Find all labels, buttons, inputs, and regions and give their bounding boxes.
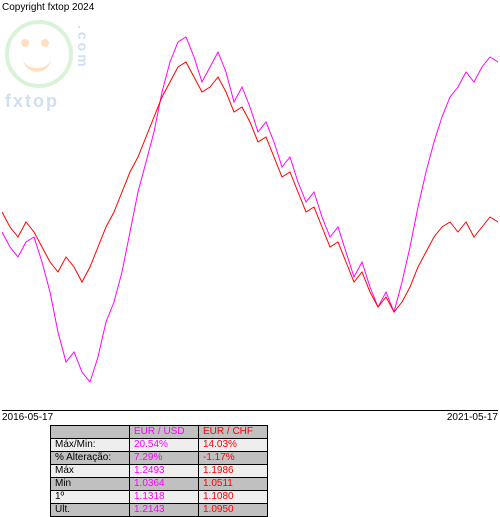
row-value-2: 1.0511: [199, 478, 268, 491]
row-value-1: 1.2143: [130, 504, 199, 517]
table-row: Máx/Min:20.54%14.03%: [51, 439, 268, 452]
row-label: Máx: [51, 465, 130, 478]
table-row: % Alteração:7.29%-1.17%: [51, 452, 268, 465]
x-axis-start: 2016-05-17: [2, 412, 53, 423]
table-row: Últ.1.21431.0950: [51, 504, 268, 517]
row-label: Min: [51, 478, 130, 491]
row-label: Últ.: [51, 504, 130, 517]
row-value-1: 7.29%: [130, 452, 199, 465]
row-value-2: 1.0950: [199, 504, 268, 517]
table-row: EUR / USDEUR / CHF: [51, 426, 268, 439]
row-value-2: -1.17%: [199, 452, 268, 465]
chart-area: [2, 12, 498, 411]
row-label: 1º: [51, 491, 130, 504]
row-value-2: 14.03%: [199, 439, 268, 452]
row-value-2: 1.1080: [199, 491, 268, 504]
table-row: Min1.03641.0511: [51, 478, 268, 491]
row-value-1: 1.1318: [130, 491, 199, 504]
table-row: Máx1.24931.1986: [51, 465, 268, 478]
row-value-1: 1.0364: [130, 478, 199, 491]
table-row: 1º1.13181.1080: [51, 491, 268, 504]
row-value-2: EUR / CHF: [199, 426, 268, 439]
row-value-2: 1.1986: [199, 465, 268, 478]
row-value-1: 20.54%: [130, 439, 199, 452]
row-label: [51, 426, 130, 439]
x-axis-end: 2021-05-17: [447, 412, 498, 423]
row-value-1: EUR / USD: [130, 426, 199, 439]
row-label: Máx/Min:: [51, 439, 130, 452]
row-label: % Alteração:: [51, 452, 130, 465]
chart-svg: [2, 12, 498, 410]
row-value-1: 1.2493: [130, 465, 199, 478]
stats-table: EUR / USDEUR / CHFMáx/Min:20.54%14.03%% …: [50, 425, 268, 517]
